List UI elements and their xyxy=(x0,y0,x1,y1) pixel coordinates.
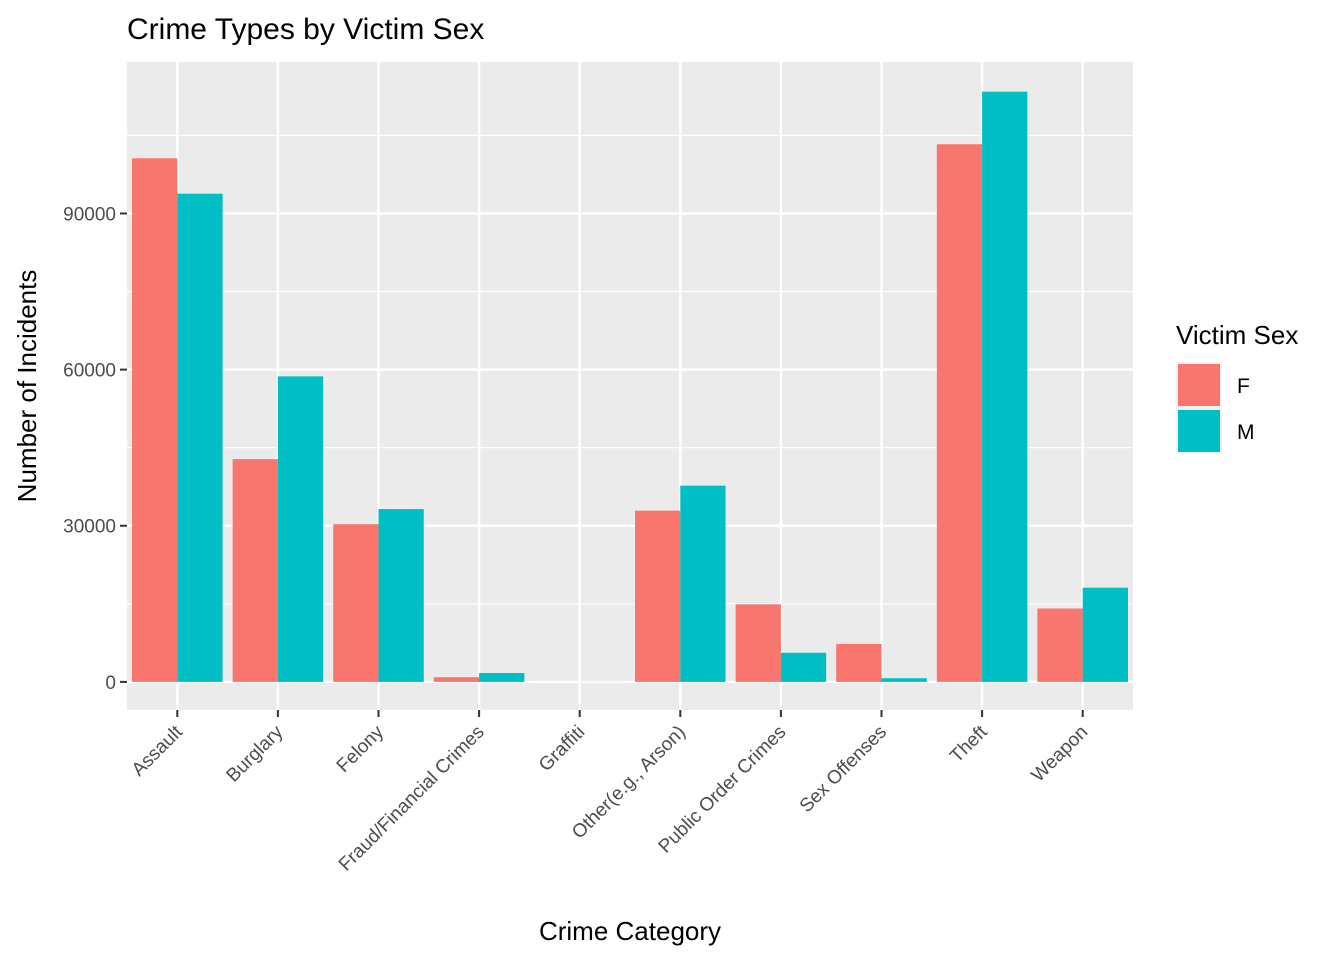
legend-items: FM xyxy=(1176,362,1255,454)
bar-m xyxy=(378,509,424,682)
legend-swatch-f xyxy=(1178,364,1220,406)
bar-m xyxy=(881,678,927,682)
legend: Victim Sex FM xyxy=(1176,320,1298,454)
x-axis-title: Crime Category xyxy=(539,916,721,946)
x-tick-label: Felony xyxy=(333,721,389,777)
x-tick-label: Theft xyxy=(946,721,992,767)
legend-swatch-m xyxy=(1178,410,1220,452)
bar-f xyxy=(1037,608,1083,682)
y-tick-label: 30000 xyxy=(63,517,116,538)
bar-m xyxy=(177,193,223,682)
bar-f xyxy=(836,643,882,682)
bar-m xyxy=(277,376,324,682)
y-tick-label: 60000 xyxy=(63,361,116,382)
bar-m xyxy=(982,91,1028,682)
legend-title: Victim Sex xyxy=(1176,320,1298,350)
bar-m xyxy=(479,673,525,682)
bar-m xyxy=(1082,587,1128,682)
bar-m xyxy=(780,652,827,682)
x-tick-label: Burglary xyxy=(223,721,288,786)
y-tick-label: 90000 xyxy=(63,204,116,225)
x-tick-label: Graffiti xyxy=(535,722,589,776)
legend-label-m: M xyxy=(1237,421,1255,444)
chart-title: Crime Types by Victim Sex xyxy=(127,13,484,46)
bar-f xyxy=(232,459,278,682)
bar-f xyxy=(132,158,178,682)
bar-f xyxy=(735,604,781,682)
bar-f xyxy=(433,677,480,682)
y-tick-label: 0 xyxy=(105,673,116,694)
bar-m xyxy=(680,485,726,682)
bars xyxy=(132,91,1128,682)
bar-f xyxy=(635,510,681,682)
legend-label-f: F xyxy=(1237,375,1250,398)
y-axis: 0 30000 60000 90000 xyxy=(63,204,127,694)
y-axis-title: Number of Incidents xyxy=(12,270,42,503)
bar-f xyxy=(936,144,983,682)
x-tick-label: Weapon xyxy=(1028,722,1093,787)
bar-f xyxy=(333,524,379,682)
x-tick-label: Sex Offenses xyxy=(796,722,891,817)
x-tick-label: Assault xyxy=(128,721,187,780)
